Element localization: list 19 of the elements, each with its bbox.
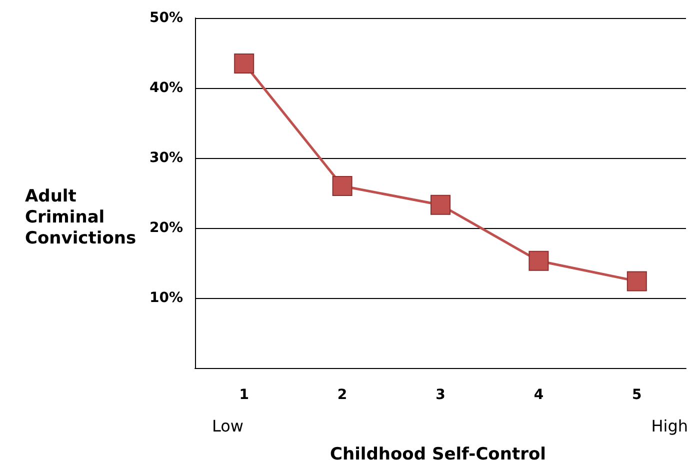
text: Low xyxy=(212,416,244,436)
point xyxy=(528,250,549,271)
y-tick-label: 50% xyxy=(149,10,183,26)
point xyxy=(234,54,254,74)
x-tick-label: 4 xyxy=(534,387,544,403)
x-axis-title: Childhood Self-Control xyxy=(330,444,546,464)
y-tick-label: 20% xyxy=(149,220,183,236)
x-tick-label: 1 xyxy=(239,387,249,403)
point xyxy=(430,194,450,215)
y-tick-label: 10% xyxy=(149,290,183,306)
y-tick-label: 40% xyxy=(149,80,183,96)
y-tick-label: 30% xyxy=(149,150,183,166)
text: High xyxy=(651,416,688,436)
x-tick-label: 5 xyxy=(632,387,642,403)
point xyxy=(332,176,352,196)
point xyxy=(626,271,647,292)
y-axis-title: Adult Criminal Convictions xyxy=(25,186,136,248)
x-tick-label: 2 xyxy=(337,387,348,403)
x-tick-label: 3 xyxy=(436,387,446,403)
